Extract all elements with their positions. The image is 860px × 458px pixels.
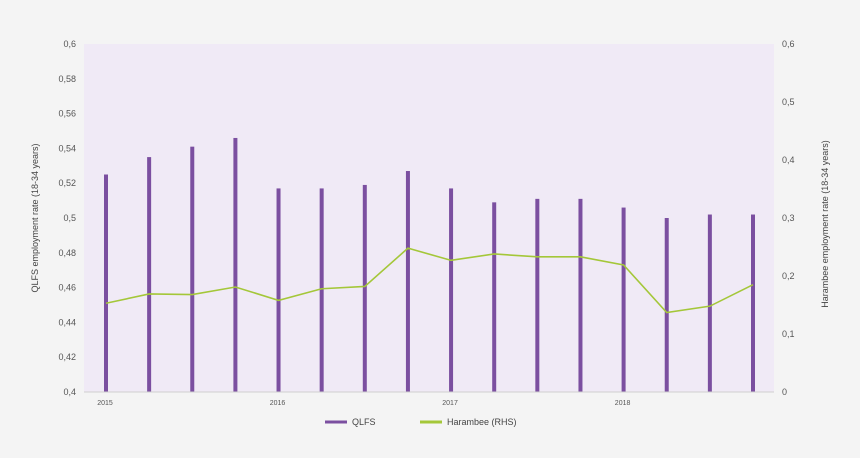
legend: QLFS Harambee (RHS) [325,417,517,427]
left-tick-label: 0,42 [58,352,76,362]
left-tick-label: 0,56 [58,109,76,119]
qlfs-bar [535,198,540,392]
qlfs-bar [492,202,497,392]
left-tick-label: 0,46 [58,283,76,293]
qlfs-bar [707,214,712,392]
x-tick-label: 2017 [442,400,458,407]
left-tick-label: 0,5 [63,213,76,223]
right-tick-label: 0,2 [782,271,795,281]
right-tick-label: 0 [782,387,787,397]
left-axis: 0,4 0,42 0,44 0,46 0,48 0,5 0,52 0,54 0,56 0,58 0,… [58,39,76,397]
qlfs-bars [104,137,755,392]
plot-area [84,44,774,392]
right-tick-label: 0,4 [782,155,795,165]
qlfs-bar [405,171,410,392]
right-axis-title: Harambee employment rate (18-34 years) [820,140,830,308]
legend-harambee-label: Harambee (RHS) [447,417,517,427]
left-tick-label: 0,52 [58,178,76,188]
qlfs-bar [362,184,367,392]
qlfs-bar [104,174,108,392]
right-tick-label: 0,3 [782,213,795,223]
qlfs-bar [578,198,583,392]
right-tick-label: 0,6 [782,39,795,49]
qlfs-bar [276,188,281,392]
x-axis: 2015 2016 2017 2018 [97,400,630,407]
right-tick-label: 0,1 [782,329,795,339]
x-tick-label: 2016 [270,400,286,407]
qlfs-bar [190,146,195,392]
qlfs-bar [449,188,454,392]
right-tick-label: 0,5 [782,97,795,107]
left-tick-label: 0,6 [63,39,76,49]
left-tick-label: 0,58 [58,74,76,84]
qlfs-bar [621,207,626,392]
x-tick-label: 2018 [615,400,631,407]
left-tick-label: 0,4 [63,387,76,397]
left-tick-label: 0,54 [58,143,76,153]
harambee-line [105,247,754,314]
right-axis: 0 0,1 0,2 0,3 0,4 0,5 0,6 [782,39,795,397]
left-tick-label: 0,48 [58,248,76,258]
qlfs-bar [147,157,152,392]
left-tick-label: 0,44 [58,317,76,327]
x-tick-label: 2015 [97,400,113,407]
qlfs-bar [319,188,324,392]
qlfs-bar [233,137,238,392]
qlfs-bar [664,218,669,392]
qlfs-bar [751,214,755,392]
left-axis-title: QLFS employment rate (18-34 years) [30,143,40,292]
legend-qlfs-label: QLFS [352,417,376,427]
